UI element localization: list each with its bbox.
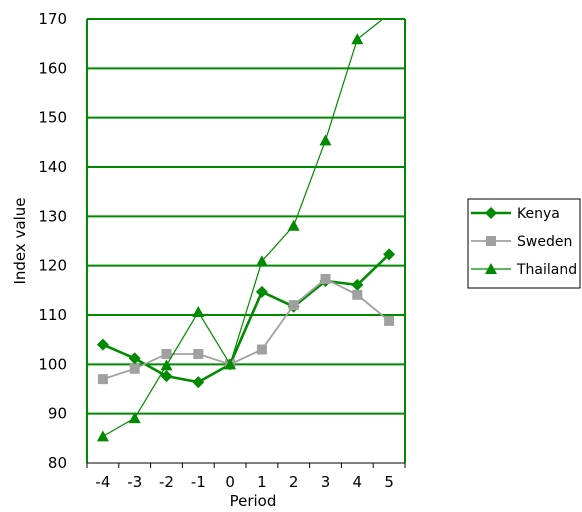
- y-tick-label: 140: [38, 158, 67, 176]
- data-point-kenya: [351, 278, 364, 291]
- x-tick-label: -4: [95, 473, 110, 491]
- y-tick-label: 80: [48, 454, 67, 472]
- series-thailand: [96, 19, 384, 442]
- series-line: [102, 19, 384, 437]
- y-tick-label: 90: [48, 405, 67, 423]
- y-axis-title: Index value: [11, 197, 29, 284]
- series-group: [96, 19, 396, 442]
- data-point-sweden: [193, 348, 204, 359]
- data-point-sweden: [320, 273, 331, 284]
- y-tick-label: 110: [38, 306, 67, 324]
- data-point-thailand: [351, 33, 364, 45]
- x-tick-label: 3: [321, 473, 331, 491]
- data-point-kenya: [192, 376, 205, 389]
- data-point-thailand: [224, 358, 237, 370]
- x-tick-label: 2: [289, 473, 299, 491]
- data-point-kenya: [383, 248, 396, 261]
- data-point-thailand: [287, 219, 300, 231]
- legend-marker-sweden: [486, 236, 496, 246]
- data-point-kenya: [160, 370, 173, 383]
- legend-label: Kenya: [517, 206, 560, 222]
- y-tick-label: 150: [38, 109, 67, 127]
- legend-marker-thailand: [485, 263, 497, 274]
- data-point-thailand: [319, 134, 332, 146]
- x-axis-ticks: -4 -3 -2 -1 0 1 2 3 4 5: [86, 463, 406, 491]
- x-tick-label: 4: [353, 473, 363, 491]
- data-point-sweden: [97, 374, 108, 385]
- data-point-thailand: [128, 412, 141, 424]
- data-point-kenya: [96, 338, 109, 351]
- x-tick-label: -3: [127, 473, 142, 491]
- y-tick-label: 100: [38, 355, 67, 373]
- x-tick-label: -2: [159, 473, 174, 491]
- y-tick-label: 130: [38, 207, 67, 225]
- legend-marker-kenya: [485, 207, 497, 219]
- data-point-sweden: [129, 363, 140, 374]
- data-point-thailand: [96, 430, 109, 442]
- data-point-sweden: [161, 348, 172, 359]
- legend-label: Sweden: [517, 234, 572, 250]
- data-point-thailand: [255, 255, 268, 267]
- data-point-sweden: [256, 344, 267, 355]
- x-tick-label: 1: [257, 473, 267, 491]
- data-point-thailand: [192, 306, 205, 318]
- y-tick-label: 120: [38, 257, 67, 275]
- data-point-sweden: [288, 300, 299, 311]
- data-point-sweden: [384, 315, 395, 326]
- series-kenya: [96, 248, 396, 389]
- x-tick-label: 0: [225, 473, 235, 491]
- data-point-thailand: [160, 359, 173, 371]
- axes: [86, 18, 406, 464]
- grid-lines: [87, 67, 405, 415]
- y-tick-label: 160: [38, 59, 67, 77]
- data-point-sweden: [352, 289, 363, 300]
- legend: Kenya Sweden Thailand: [467, 198, 581, 289]
- series-line: [102, 253, 391, 384]
- x-axis-title: Period: [230, 492, 277, 510]
- y-tick-label: 170: [38, 10, 67, 28]
- data-point-kenya: [128, 352, 141, 365]
- x-tick-label: -1: [191, 473, 206, 491]
- x-tick-label: 5: [384, 473, 394, 491]
- y-axis-ticks: 80 90 100 110 120 130 140 150 160 170: [38, 10, 67, 472]
- data-point-kenya: [255, 285, 268, 298]
- series-line: [102, 277, 390, 380]
- legend-label: Thailand: [516, 262, 577, 278]
